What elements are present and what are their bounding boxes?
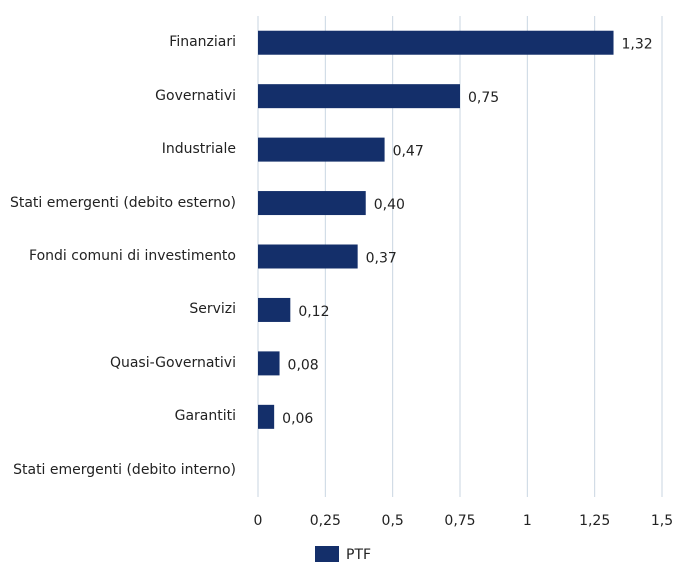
x-tick-label: 1 [523,513,532,529]
x-tick-label: 0,75 [444,513,475,529]
bar [258,244,358,269]
data-label: 0,40 [374,197,405,213]
bar [258,191,366,216]
x-tick-label: 1,25 [579,513,610,529]
bar [258,84,460,109]
y-tick-label: Industriale [161,141,236,158]
data-label: 0,47 [393,144,424,160]
data-label: 1,32 [622,37,653,53]
bar [258,30,614,55]
y-tick-label: Fondi comuni di investimento [29,247,236,264]
y-tick-label: Finanziari [169,34,236,51]
x-tick-label: 0,25 [310,513,341,529]
x-tick-label: 0,5 [382,513,404,529]
y-tick-label: Quasi-Governativi [109,354,236,371]
bar [258,351,280,376]
x-tick-label: 0 [254,513,263,529]
bar [258,404,275,429]
data-label: 0,75 [468,90,499,106]
data-label: 0,06 [282,411,313,427]
bar [258,297,291,322]
data-label: 0,12 [298,304,329,320]
data-label: 0,08 [288,357,319,373]
y-tick-label: Stati emergenti (debito esterno) [9,194,236,211]
data-label: 0,37 [366,251,397,267]
x-tick-label: 1,5 [651,513,673,529]
y-tick-label: Governativi [155,87,236,104]
y-tick-label: Garantiti [174,408,236,425]
bar [258,137,385,162]
legend-label: PTF [346,547,371,563]
y-tick-label: Stati emergenti (debito interno) [13,461,236,478]
y-tick-label: Servizi [189,301,236,318]
legend-swatch [315,546,339,562]
